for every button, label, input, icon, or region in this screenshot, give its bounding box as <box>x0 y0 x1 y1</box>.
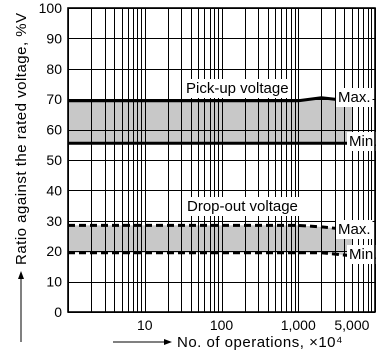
band-label-background <box>184 79 291 98</box>
x-axis-title: No. of operations, ×10⁴ <box>113 334 343 351</box>
band-label-background <box>185 197 300 216</box>
y-tick-label: 70 <box>46 91 62 107</box>
y-axis-label: Ratio against the rated voltage, %V <box>13 12 30 265</box>
band-fill <box>68 225 352 256</box>
series-label-min: Min. <box>349 133 377 150</box>
band-label: Pick-up voltage <box>186 80 289 97</box>
x-tick-label: 100 <box>210 317 234 333</box>
band-label-group: Drop-out voltage <box>185 197 300 216</box>
y-tick-label: 40 <box>46 182 62 198</box>
series-label-min-background <box>347 245 380 264</box>
x-axis-arrow-head <box>164 339 172 345</box>
series-label-max: Max. <box>338 221 371 238</box>
series-line-min <box>68 251 353 258</box>
x-axis-label: No. of operations, ×10⁴ <box>177 334 343 351</box>
band-fills <box>68 97 352 256</box>
plot-frame <box>67 7 376 313</box>
y-tick-label: 90 <box>46 30 62 46</box>
series-label-min: Min. <box>349 246 377 263</box>
x-tick-label: 1,000 <box>281 317 316 333</box>
y-axis-title: Ratio against the rated voltage, %V <box>13 12 30 342</box>
series-label-min-group: Min. <box>347 132 380 151</box>
y-tick-label: 60 <box>46 122 62 138</box>
series-label-max-group: Max. <box>336 88 373 107</box>
y-tick-label: 30 <box>46 213 62 229</box>
series-label-max-background <box>336 88 373 107</box>
series-label-max-group: Max. <box>336 220 373 239</box>
series-label-max-background <box>336 220 373 239</box>
series-label-max: Max. <box>338 89 371 106</box>
y-axis-arrow-head <box>18 271 24 279</box>
band-label-group: Pick-up voltage <box>184 79 291 98</box>
grid <box>68 8 376 313</box>
band-fill <box>68 97 352 144</box>
series-label-min-group: Min. <box>347 245 380 264</box>
y-tick-label: 80 <box>46 61 62 77</box>
y-tick-label: 100 <box>39 0 63 16</box>
series-label-min-background <box>347 132 380 151</box>
y-tick-label: 10 <box>46 274 62 290</box>
x-tick-label: 10 <box>137 317 153 333</box>
annotations: Pick-up voltage Max. Min. Drop-out voltage M… <box>184 79 380 264</box>
x-tick-label: 5,000 <box>334 317 369 333</box>
y-tick-label: 0 <box>54 304 62 320</box>
y-tick-labels: 0 10 20 30 40 50 60 70 80 90 100 <box>39 0 63 320</box>
x-tick-labels: 10 100 1,000 5,000 <box>137 317 370 333</box>
y-tick-label: 50 <box>46 152 62 168</box>
y-tick-label: 20 <box>46 243 62 259</box>
band-label: Drop-out voltage <box>187 198 298 215</box>
